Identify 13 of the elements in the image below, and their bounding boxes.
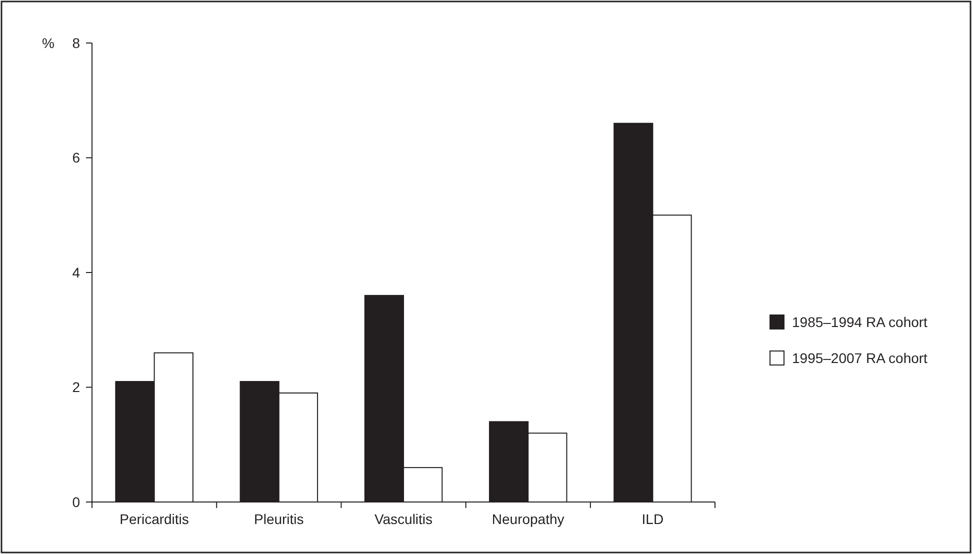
y-tick-label: 6	[72, 150, 80, 166]
y-axis-title: %	[42, 34, 54, 51]
x-tick-label: ILD	[642, 511, 664, 527]
legend-label: 1985–1994 RA cohort	[792, 314, 928, 330]
y-tick-label: 4	[72, 264, 80, 280]
x-tick-label: Vasculitis	[374, 511, 433, 527]
y-tick-label: 2	[72, 379, 80, 396]
y-tick-label: 0	[72, 494, 80, 510]
legend-label: 1995–2007 RA cohort	[792, 350, 928, 366]
y-tick-label: 8	[72, 34, 80, 51]
x-tick-label: Neuropathy	[492, 511, 564, 527]
x-tick-label: Pericarditis	[120, 511, 189, 527]
x-tick-label: Pleuritis	[254, 511, 304, 527]
